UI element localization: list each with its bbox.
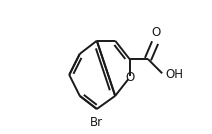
Text: Br: Br [90,116,103,129]
Text: OH: OH [165,68,183,81]
Text: O: O [125,71,134,84]
Text: O: O [151,26,160,39]
